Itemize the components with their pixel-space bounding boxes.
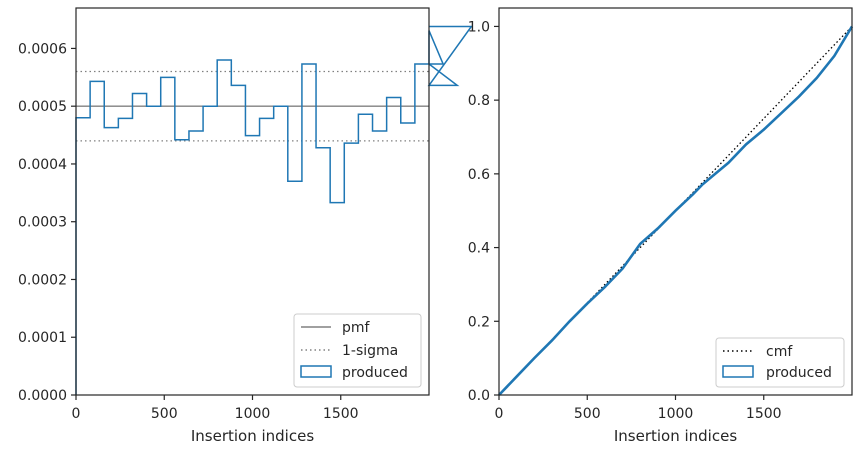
histogram-bin	[147, 106, 161, 395]
left-plot-marks	[75, 25, 473, 395]
histogram-bin	[245, 136, 259, 395]
left-legend: pmf 1-sigma produced	[293, 313, 422, 388]
legend-cmf-label: cmf	[766, 344, 793, 360]
left-x-tick-label: 1000	[235, 406, 271, 422]
left-x-tick-label: 500	[151, 406, 178, 422]
left-y-ticks: 0.0000 0.0001 0.0002 0.0003 0.0004 0.0005 0.00…	[18, 41, 76, 404]
produced-point	[816, 77, 818, 79]
histogram-bin	[274, 106, 288, 395]
histogram-bin	[90, 81, 104, 395]
produced-point	[604, 286, 606, 288]
left-y-tick-label: 0.0004	[18, 157, 67, 173]
left-x-tick-label: 1500	[323, 406, 359, 422]
left-legend-box	[293, 313, 422, 388]
left-x-ticks: 0 500 1000 1500	[72, 395, 359, 422]
produced-point	[780, 112, 782, 114]
produced-point	[692, 193, 694, 195]
produced-point	[622, 268, 624, 270]
histogram-bin	[104, 128, 118, 395]
left-y-tick-label: 0.0006	[18, 41, 67, 57]
right-axes-frame	[498, 7, 853, 396]
left-histogram-panel: 0 500 1000 1500 0.00000.00010.00020.00030.0…	[18, 7, 473, 445]
right-legend-box	[715, 337, 845, 388]
legend-produced-swatch	[300, 365, 332, 378]
histogram-bin	[203, 106, 217, 395]
left-x-tick-label: 0	[72, 406, 81, 422]
histogram-bin	[132, 93, 146, 395]
right-y-tick-label: 0.2	[468, 314, 490, 330]
legend-pmf-label: pmf	[342, 320, 371, 336]
legend-1-sigma-label: 1-sigma	[342, 343, 398, 359]
right-x-tick-label: 0	[495, 406, 504, 422]
histogram-bin	[217, 60, 231, 395]
legend-produced-label: produced	[342, 365, 408, 381]
produced-cumulative-line	[498, 25, 854, 396]
produced-point	[675, 210, 676, 212]
produced-point	[727, 162, 729, 164]
produced-histogram-outline	[75, 25, 473, 395]
right-y-tick-label: 1.0	[468, 19, 490, 35]
right-y-tick-label: 0.8	[468, 93, 490, 109]
histogram-bin	[260, 118, 274, 395]
right-legend: cmf produced	[715, 337, 845, 388]
right-x-tick-label: 1500	[746, 406, 782, 422]
produced-point	[586, 303, 588, 305]
right-cumulative-panel: 0 500 1000 1500 0.0 0.2 0.4 0.6 0.8 1.0 Insertio…	[468, 7, 854, 445]
produced-point	[745, 143, 747, 145]
left-x-axis-label: Insertion indices	[191, 427, 314, 445]
left-y-tick-label: 0.0005	[18, 99, 67, 115]
produced-point	[710, 177, 712, 179]
histogram-bin	[118, 118, 132, 395]
produced-point	[763, 129, 765, 131]
left-y-tick-label: 0.0003	[18, 215, 67, 231]
right-x-tick-label: 1000	[658, 406, 694, 422]
produced-point	[798, 95, 800, 97]
produced-point	[551, 339, 553, 341]
right-x-axis-label: Insertion indices	[614, 427, 737, 445]
right-y-tick-label: 0.4	[468, 241, 490, 257]
produced-point	[833, 55, 835, 57]
produced-point	[657, 227, 659, 229]
right-y-tick-label: 0.0	[468, 388, 490, 404]
histogram-bin	[189, 131, 203, 395]
right-x-ticks: 0 500 1000 1500	[495, 395, 782, 422]
right-y-tick-label: 0.6	[468, 167, 490, 183]
right-y-ticks: 0.0 0.2 0.4 0.6 0.8 1.0	[468, 19, 499, 404]
produced-point	[569, 320, 571, 322]
produced-point	[701, 184, 703, 186]
produced-point	[533, 357, 535, 359]
histogram-bin	[231, 85, 245, 395]
left-y-tick-label: 0.0001	[18, 330, 67, 346]
left-y-tick-label: 0.0002	[18, 272, 67, 288]
produced-point	[639, 243, 641, 245]
left-y-tick-label: 0.0000	[18, 388, 67, 404]
legend-produced-label-right: produced	[766, 365, 832, 381]
histogram-bin	[175, 140, 189, 395]
right-x-tick-label: 500	[574, 406, 601, 422]
legend-produced-swatch-right	[722, 365, 754, 378]
produced-point	[516, 376, 518, 378]
histogram-bin	[76, 118, 90, 395]
histogram-bin	[161, 77, 175, 395]
